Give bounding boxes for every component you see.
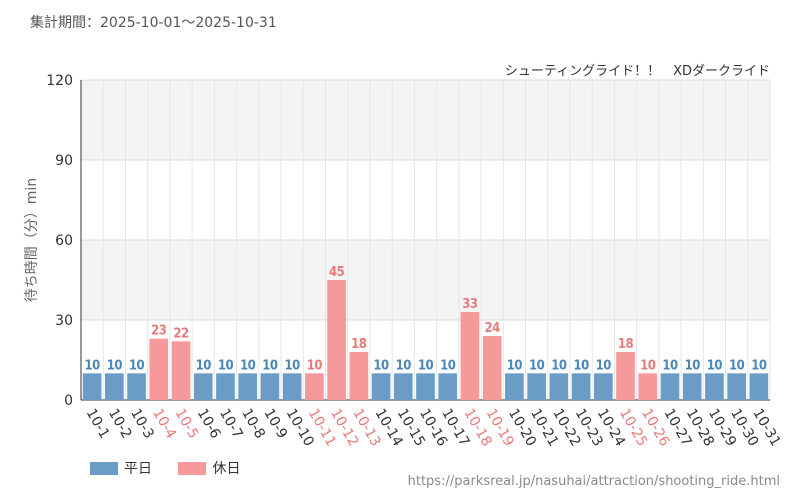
- bar: [282, 373, 302, 400]
- legend-swatch-weekday: [90, 461, 118, 475]
- bar-value-label: 10: [285, 358, 301, 373]
- bar: [660, 373, 680, 400]
- legend-item-holiday: 休日: [178, 458, 240, 478]
- bar: [705, 373, 724, 400]
- bar-value-label: 10: [307, 358, 323, 373]
- bar-value-label: 24: [485, 321, 501, 336]
- bar: [638, 373, 658, 400]
- bar: [682, 373, 702, 400]
- bar-value-label: 45: [329, 265, 345, 280]
- bar-value-label: 10: [507, 358, 523, 373]
- bar: [616, 352, 635, 400]
- bar-value-label: 10: [396, 358, 412, 373]
- bar-value-label: 10: [218, 358, 234, 373]
- bar-value-label: 10: [440, 358, 456, 373]
- bar-value-label: 10: [418, 358, 434, 373]
- bar-value-label: 10: [107, 358, 123, 373]
- bar: [527, 373, 546, 400]
- attraction-name: シューティングライド！！ XDダークライド: [504, 64, 770, 79]
- source-url-link[interactable]: https://parksreal.jp/nasuhai/attraction/…: [407, 474, 780, 489]
- bar-value-label: 18: [351, 337, 367, 352]
- bar-value-label: 10: [707, 358, 723, 373]
- bar-value-label: 10: [129, 358, 145, 373]
- bar-value-label: 10: [751, 358, 767, 373]
- y-tick-label: 30: [55, 313, 73, 329]
- bar: [505, 373, 524, 400]
- bar-value-label: 10: [573, 358, 589, 373]
- chart-legend: 平日 休日: [90, 458, 262, 479]
- bar: [482, 336, 502, 400]
- bar: [171, 341, 191, 400]
- bar: [460, 312, 480, 400]
- bar: [105, 373, 124, 400]
- bar: [305, 373, 324, 400]
- bar-value-label: 23: [151, 324, 167, 339]
- bar: [593, 373, 613, 400]
- bar-value-label: 10: [373, 358, 389, 373]
- bar-value-label: 10: [596, 358, 612, 373]
- period-label: 集計期間：2025-10-01～2025-10-31: [30, 15, 277, 31]
- legend-label-weekday: 平日: [124, 461, 152, 477]
- bar: [749, 373, 769, 400]
- bar: [82, 373, 102, 400]
- bar: [549, 373, 569, 400]
- bar-value-label: 10: [196, 358, 212, 373]
- bar: [193, 373, 213, 400]
- bar: [238, 373, 258, 400]
- bar-value-label: 10: [729, 358, 745, 373]
- bar: [727, 373, 746, 400]
- bar-value-label: 10: [551, 358, 567, 373]
- legend-label-holiday: 休日: [212, 461, 241, 477]
- bar: [393, 373, 413, 400]
- bar: [260, 373, 280, 400]
- y-tick-label: 90: [55, 153, 73, 169]
- bar-value-label: 10: [685, 358, 701, 373]
- y-tick-label: 120: [46, 73, 73, 89]
- bar: [149, 338, 169, 400]
- legend-swatch-holiday: [178, 461, 207, 475]
- bar: [438, 373, 458, 400]
- bar-value-label: 33: [462, 297, 478, 312]
- bar-value-label: 22: [173, 326, 189, 341]
- bar: [327, 280, 346, 400]
- y-tick-label: 0: [64, 393, 73, 409]
- bar-value-label: 10: [84, 358, 100, 373]
- bar: [416, 373, 435, 400]
- bar-value-label: 10: [262, 358, 278, 373]
- bar: [349, 352, 369, 400]
- bar: [571, 373, 591, 400]
- plot-band: [81, 240, 770, 320]
- plot-band: [81, 80, 770, 160]
- legend-item-weekday: 平日: [90, 458, 152, 478]
- y-axis-label: 待ち時間（分）min: [24, 178, 40, 302]
- bar-value-label: 10: [662, 358, 678, 373]
- bar-value-label: 10: [529, 358, 545, 373]
- bar-value-label: 18: [618, 337, 634, 352]
- bar: [216, 373, 235, 400]
- bar-value-label: 10: [240, 358, 256, 373]
- y-tick-label: 60: [55, 233, 73, 249]
- bar: [371, 373, 391, 400]
- bar-value-label: 10: [640, 358, 656, 373]
- bar: [127, 373, 146, 400]
